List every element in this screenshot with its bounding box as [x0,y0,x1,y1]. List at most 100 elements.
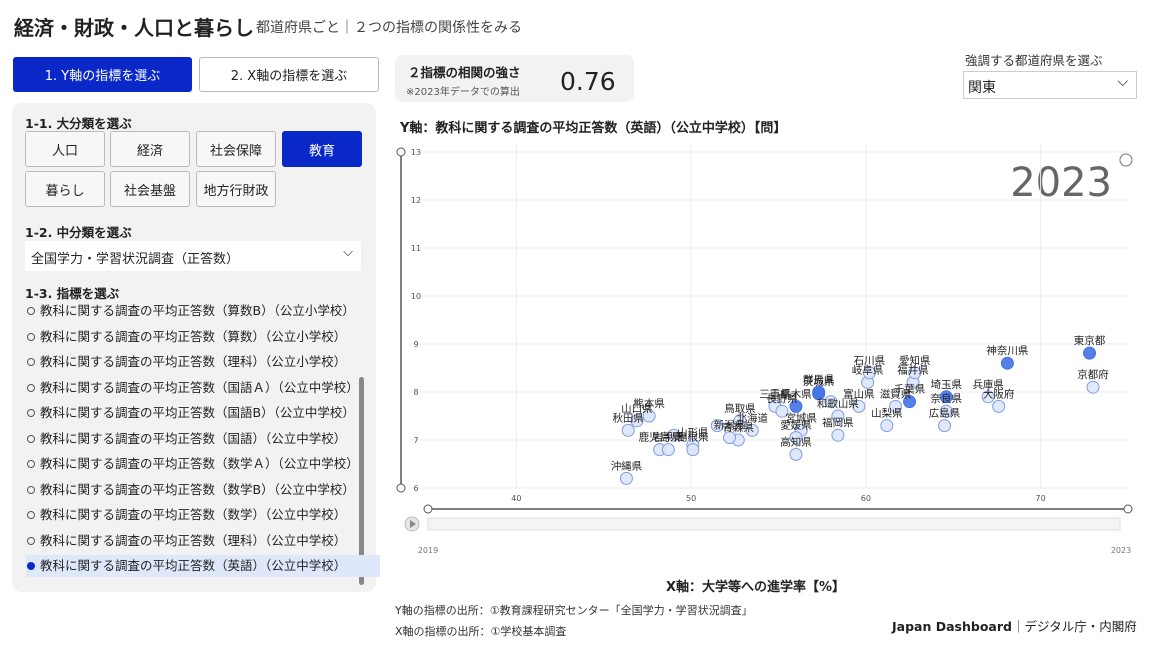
indicator-option[interactable]: 教科に関する調査の平均正答数（理科）（公立小学校） [26,351,380,373]
select[interactable]: 関東 ⌵ [963,71,1137,99]
tab[interactable]: 2. X軸の指標を選ぶ [199,57,379,92]
x-tick-label: 60 [861,494,871,503]
point [745,423,759,437]
slider-handle[interactable] [1123,504,1133,514]
select-label: 強調する都道府県を選ぶ [965,53,1103,68]
point-label: 秋田県 [612,411,644,424]
point-label: 高知県 [780,435,812,448]
y-tick-label: 12 [411,196,421,205]
year-label: 2023 [1010,160,1112,206]
point [686,443,700,457]
slider-handle[interactable] [396,483,406,493]
indicator-option[interactable]: 教科に関する調査の平均正答数（英語）（公立中学校） [26,555,380,577]
indicator-option[interactable]: 教科に関する調査の平均正答数（数学Ａ）（公立中学校） [26,453,380,475]
point [831,428,845,442]
point [710,419,724,433]
x-axis-label: X軸：大学等への進学率【%】 [666,580,846,595]
category-button[interactable]: 社会基盤 [110,171,190,207]
y-tick-label: 11 [411,244,421,253]
point-label: 埼玉県 [931,378,963,391]
slider-handle[interactable] [396,147,406,157]
point [789,399,803,413]
point [733,414,747,428]
indicator-option[interactable]: 教科に関する調査の平均正答数（数学B）（公立中学校） [26,479,380,501]
indicator-option[interactable]: 教科に関する調査の平均正答数（算数B）（公立小学校） [26,300,380,322]
point [661,443,675,457]
category-button[interactable]: 教育 [282,131,362,167]
y-tick-label: 10 [411,292,421,301]
x-tick-label: 70 [1036,494,1046,503]
indicator-option[interactable]: 教科に関する調査の平均正答数（国語）（公立中学校） [26,428,380,450]
dropdown-value: 全国学力・学習状況調査（正答数） [31,252,240,267]
timeline-label: 2019 [418,546,438,555]
dropdown[interactable]: 全国学力・学習状況調査（正答数） ⌵ [25,241,361,271]
indicator-option[interactable]: 教科に関する調査の平均正答数（国語Ａ）（公立中学校） [26,377,380,399]
point [619,471,633,485]
indicator-option[interactable]: 教科に関する調査の平均正答数（算数）（公立小学校） [26,326,380,348]
org: ｜デジタル庁・内閣府 [1011,619,1137,634]
footer: Japan Dashboard｜デジタル庁・内閣府 [892,616,1137,635]
category-button[interactable]: 人口 [25,131,105,167]
scrollbar[interactable] [359,377,364,585]
point-label: 島根県 [677,431,709,444]
indicator-option[interactable]: 教科に関する調査の平均正答数（理科）（公立中学校） [26,530,380,552]
x-tick-label: 50 [686,494,696,503]
point [723,431,737,445]
point [981,390,995,404]
point-label: 三重県 [759,387,791,400]
section-label: 1-2. 中分類を選ぶ [25,225,132,240]
point-label: 大阪府 [983,387,1015,400]
point-label: 岐阜県 [852,363,884,376]
point-label: 鳥取県 [724,402,756,415]
point-label: 沖縄県 [611,459,643,472]
title: 経済・財政・人口と暮らし [14,16,254,40]
point-label: 石川県 [854,355,886,367]
point [908,366,922,380]
point [789,447,803,461]
point-label: 京都府 [1077,368,1109,381]
point-label: 和歌山県 [817,397,859,410]
x-tick-label: 40 [511,494,521,503]
section-label: 1-1. 大分類を選ぶ [25,116,132,131]
y-tick-label: 9 [413,340,418,349]
point-label: 広島県 [929,407,961,420]
point-label: 千葉県 [894,383,926,396]
point-label: 山口県 [621,403,653,415]
correlation-box: ２指標の相関の強さ ※2023年データでの算出 0.76 [395,55,634,102]
point [862,366,876,380]
point [939,404,953,418]
point-label: 熊本県 [633,397,665,410]
point [880,419,894,433]
point [789,431,803,445]
category-button[interactable]: 暮らし [25,171,105,207]
point [992,399,1006,413]
correlation-label: ２指標の相関の強さ [408,65,521,80]
slider-handle[interactable] [423,504,433,514]
point [1083,346,1097,360]
category-button[interactable]: 社会保障 [196,131,276,167]
y-tick-label: 7 [413,436,418,445]
point-label: 鹿児島県 [639,431,681,444]
point-label: 山形県 [677,427,709,439]
point [938,419,952,433]
point [1000,356,1014,370]
y-tick-label: 8 [413,388,418,397]
point-label: 富山県 [843,387,875,400]
point-label: 山梨県 [871,407,903,420]
category-button[interactable]: 地方行財政 [196,171,276,207]
indicator-option[interactable]: 教科に関する調査の平均正答数（国語B）（公立中学校） [26,402,380,424]
source: X軸の指標の出所：①学校基本調査 [395,625,567,638]
point-label: 群馬県 [803,373,835,386]
indicator-option[interactable]: 教科に関する調査の平均正答数（数学）（公立中学校） [26,504,380,526]
point-label: 北海道 [737,411,769,424]
timeline[interactable] [427,517,1121,531]
tab[interactable]: 1. Y軸の指標を選ぶ [13,57,192,92]
y-tick-label: 13 [411,148,421,157]
point-label: 福井県 [897,363,929,376]
select-value: 関東 [968,80,996,96]
point-label: 栃木県 [780,387,812,400]
info-icon[interactable] [1119,153,1133,167]
category-button[interactable]: 経済 [110,131,190,167]
brand: Japan Dashboard [892,619,1012,634]
